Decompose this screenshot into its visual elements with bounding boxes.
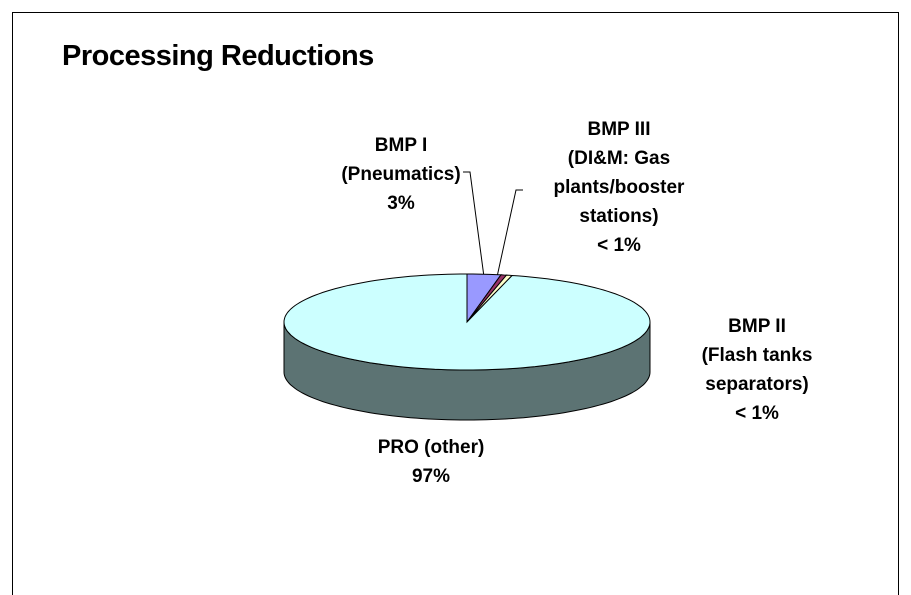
slice-value-label: 3% xyxy=(387,193,415,214)
leader-line xyxy=(463,171,485,278)
slice-label: BMP II (Flash tanks separators) xyxy=(701,316,813,395)
slice-label: BMP III (DI&M: Gas plants/booster statio… xyxy=(553,119,685,227)
slice-value-label: < 1% xyxy=(597,235,641,256)
slice-label: BMP I (Pneumatics) xyxy=(341,135,461,185)
slice-value-label: < 1% xyxy=(735,403,779,424)
slice xyxy=(283,273,651,371)
slice-value-label: 97% xyxy=(411,466,451,487)
chart-title: Processing Reductions xyxy=(62,40,374,72)
frame xyxy=(12,12,899,595)
slice-label: PRO (other) xyxy=(377,437,485,458)
leader-line xyxy=(496,189,523,278)
